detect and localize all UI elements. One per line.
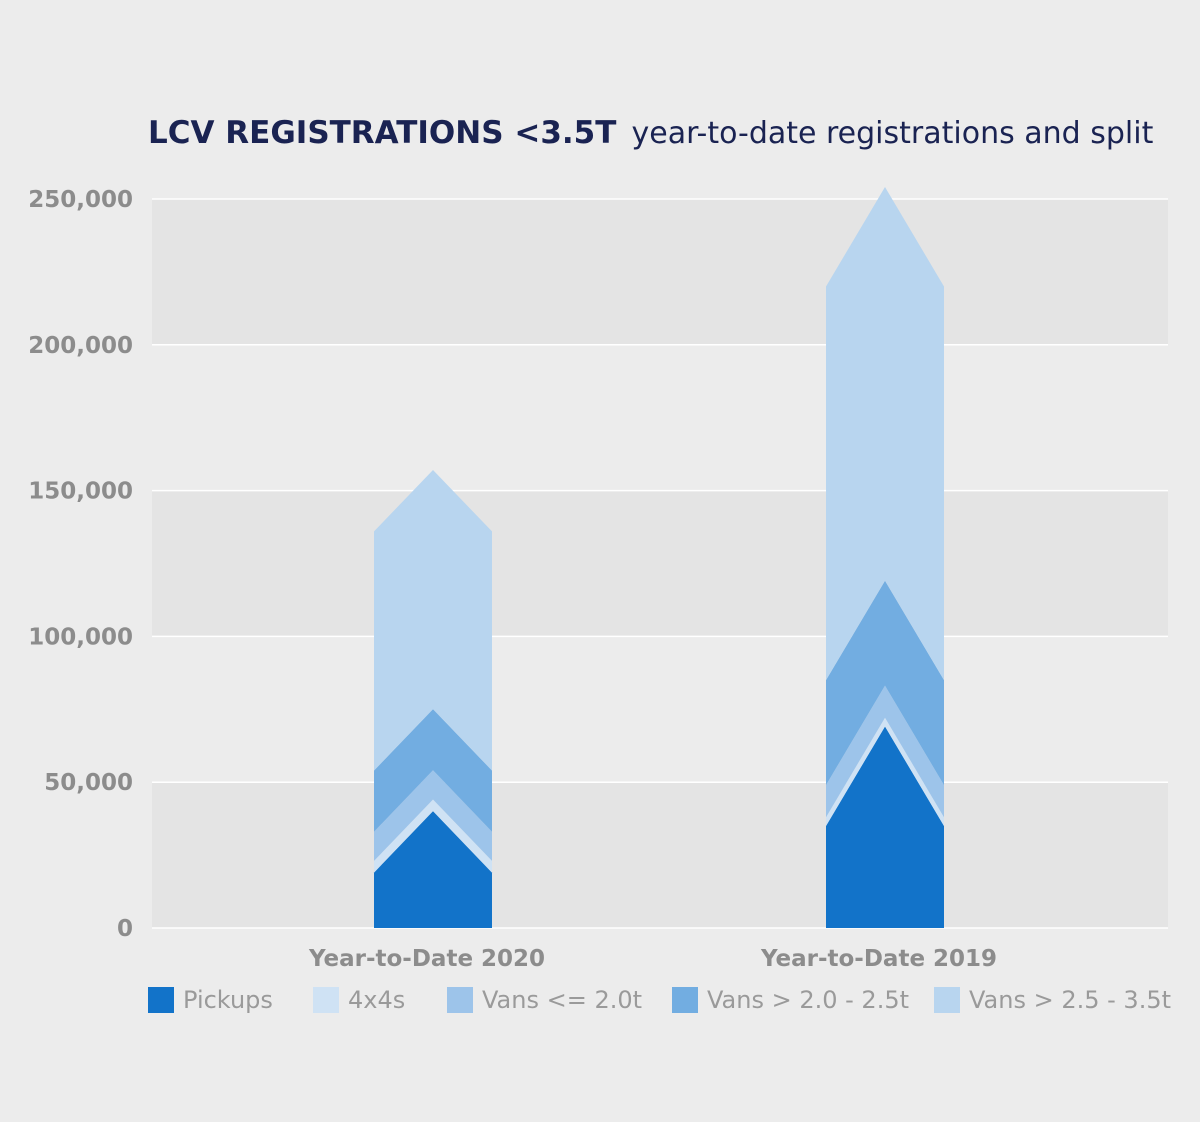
legend-label: 4x4s <box>348 986 405 1014</box>
y-axis-ticks: 0 50,000 100,000 150,000 200,000 250,000 <box>28 187 133 942</box>
bar-segment <box>826 580 944 786</box>
legend-label: Vans > 2.5 - 3.5t <box>969 986 1171 1014</box>
y-tick-label: 150,000 <box>28 479 133 505</box>
y-tick-label: 100,000 <box>28 624 133 650</box>
legend-swatch <box>313 987 339 1013</box>
y-tick-label: 250,000 <box>28 187 133 213</box>
gridlines <box>152 198 1168 929</box>
legend-item: Vans > 2.0 - 2.5t <box>672 986 909 1014</box>
bar-segment <box>374 770 492 861</box>
bar-segment <box>374 469 492 771</box>
y-tick-label: 0 <box>117 916 133 942</box>
legend-item: Vans > 2.5 - 3.5t <box>934 986 1171 1014</box>
bar-segment <box>826 685 944 818</box>
legend-swatch <box>447 987 473 1013</box>
plot-band <box>152 199 1168 345</box>
chart-title: LCV REGISTRATIONS <3.5T year-to-date reg… <box>148 115 1154 151</box>
bar-segment <box>374 811 492 928</box>
legend-item: Vans <= 2.0t <box>447 986 642 1014</box>
y-tick-label: 200,000 <box>28 333 133 359</box>
plot-bands <box>152 199 1168 928</box>
plot-band <box>152 782 1168 928</box>
plot-band <box>152 636 1168 783</box>
legend-swatch <box>672 987 698 1013</box>
plot-band <box>152 344 1168 491</box>
bar-segment <box>826 726 944 928</box>
bar-segment <box>826 187 944 681</box>
chart-subtitle: year-to-date registrations and split <box>631 116 1153 151</box>
bars <box>374 187 944 928</box>
legend-label: Vans <= 2.0t <box>482 986 642 1014</box>
legend-label: Pickups <box>183 986 273 1014</box>
plot-band <box>152 490 1168 637</box>
chart-title-main: LCV REGISTRATIONS <3.5T <box>148 115 616 151</box>
y-tick-label: 50,000 <box>44 770 133 796</box>
category-label: Year-to-Date 2019 <box>760 946 997 972</box>
category-label: Year-to-Date 2020 <box>308 946 545 972</box>
legend-swatch <box>148 987 174 1013</box>
category-labels: Year-to-Date 2020 Year-to-Date 2019 <box>308 946 997 972</box>
legend-swatch <box>934 987 960 1013</box>
legend: Pickups 4x4s Vans <= 2.0t Vans > 2.0 - 2.5t… <box>148 986 1171 1014</box>
legend-label: Vans > 2.0 - 2.5t <box>707 986 909 1014</box>
legend-item: 4x4s <box>313 986 405 1014</box>
bar-segment <box>374 709 492 832</box>
legend-item: Pickups <box>148 986 273 1014</box>
